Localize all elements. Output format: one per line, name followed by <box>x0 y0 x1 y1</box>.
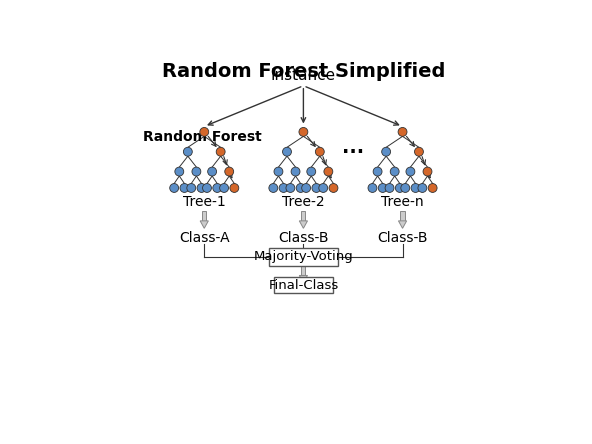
Bar <box>301 210 305 221</box>
Text: Final-Class: Final-Class <box>268 278 339 292</box>
Text: Random Forest: Random Forest <box>143 130 262 144</box>
Text: Tree-1: Tree-1 <box>183 195 226 209</box>
Circle shape <box>180 183 189 192</box>
Bar <box>401 210 404 221</box>
Circle shape <box>318 183 328 192</box>
Circle shape <box>220 183 229 192</box>
Circle shape <box>368 183 377 192</box>
Polygon shape <box>200 221 208 228</box>
Circle shape <box>269 183 278 192</box>
Circle shape <box>401 183 410 192</box>
Circle shape <box>291 167 300 176</box>
Circle shape <box>230 183 239 192</box>
Circle shape <box>175 167 184 176</box>
Circle shape <box>378 183 387 192</box>
Circle shape <box>184 147 192 156</box>
Circle shape <box>299 127 308 136</box>
Circle shape <box>170 183 179 192</box>
Bar <box>202 210 206 221</box>
Circle shape <box>316 147 324 156</box>
Text: Random Forest Simplified: Random Forest Simplified <box>162 62 445 81</box>
Circle shape <box>406 167 415 176</box>
Circle shape <box>329 183 338 192</box>
Bar <box>301 266 305 275</box>
Circle shape <box>395 183 404 192</box>
Circle shape <box>418 183 427 192</box>
Circle shape <box>187 183 196 192</box>
Circle shape <box>382 147 391 156</box>
Circle shape <box>200 127 209 136</box>
Circle shape <box>296 183 305 192</box>
Circle shape <box>307 167 316 176</box>
Text: Class-B: Class-B <box>377 231 428 245</box>
Circle shape <box>216 147 225 156</box>
Text: Instance: Instance <box>271 68 336 83</box>
Circle shape <box>324 167 333 176</box>
Text: Tree-2: Tree-2 <box>282 195 325 209</box>
Circle shape <box>411 183 420 192</box>
FancyBboxPatch shape <box>269 248 338 266</box>
Circle shape <box>279 183 288 192</box>
Text: Tree-n: Tree-n <box>381 195 424 209</box>
FancyBboxPatch shape <box>274 277 333 293</box>
Circle shape <box>225 167 234 176</box>
Circle shape <box>274 167 283 176</box>
Circle shape <box>373 167 382 176</box>
Circle shape <box>312 183 321 192</box>
Circle shape <box>390 167 399 176</box>
Circle shape <box>197 183 206 192</box>
Circle shape <box>302 183 311 192</box>
Circle shape <box>208 167 217 176</box>
Polygon shape <box>300 275 307 282</box>
Text: Class-A: Class-A <box>179 231 230 245</box>
Text: Majority-Voting: Majority-Voting <box>253 250 353 263</box>
Polygon shape <box>300 221 307 228</box>
Text: Class-B: Class-B <box>278 231 329 245</box>
Polygon shape <box>398 221 407 228</box>
Circle shape <box>398 127 407 136</box>
Circle shape <box>202 183 211 192</box>
Circle shape <box>423 167 432 176</box>
Text: ...: ... <box>342 138 364 157</box>
Circle shape <box>286 183 295 192</box>
Circle shape <box>428 183 437 192</box>
Circle shape <box>213 183 221 192</box>
Circle shape <box>385 183 394 192</box>
Circle shape <box>414 147 423 156</box>
Circle shape <box>282 147 291 156</box>
Circle shape <box>192 167 201 176</box>
